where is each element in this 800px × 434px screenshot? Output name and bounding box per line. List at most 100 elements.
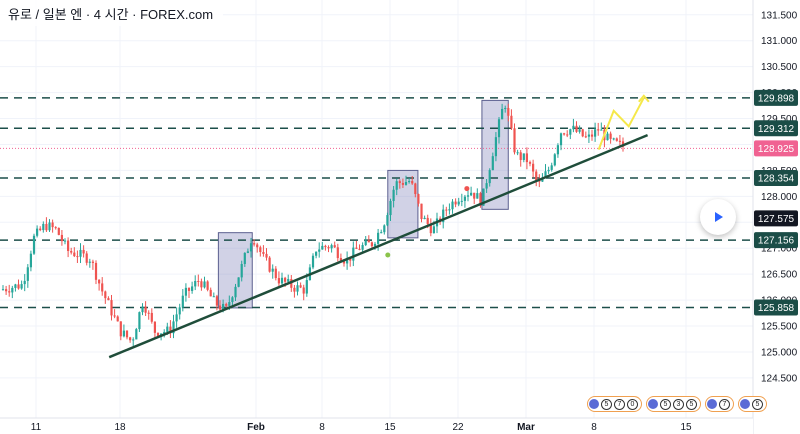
event-badge[interactable]: 5 [738,396,767,412]
candle-body [373,243,377,247]
time-tick-label: 22 [452,422,464,433]
time-axis[interactable]: 11 18 Feb 8 15 22 Mar 8 15 [0,417,753,434]
candle-body [91,261,95,263]
candle-body [20,284,23,289]
candle-body [39,228,42,231]
candle-body [70,250,73,253]
level-price-label-bg [754,120,798,137]
candle-body [532,163,535,172]
candle-body [584,136,587,138]
trendline[interactable] [108,133,649,359]
candle-body [57,227,60,235]
candle-body [411,181,414,184]
time-tick-label: 18 [114,422,126,433]
candle-body [590,134,594,137]
candle-body [218,305,222,310]
event-badge[interactable]: 5 7 0 [587,396,642,412]
candle-body [553,154,556,166]
candle-body [138,312,141,330]
candle-body [355,247,358,249]
level-price-label: 127.156 [758,236,795,247]
candle-body [249,243,253,252]
candle-body [256,244,259,248]
candle-body [17,284,20,289]
level-price-label: 125.858 [758,303,795,314]
candle-body [212,296,215,298]
candle-body [271,268,274,272]
candle-body [268,257,271,272]
symbol-header[interactable]: 유로 / 일본 엔 · 4 시간 · FOREX.com [0,0,224,26]
candle-body [147,312,150,314]
candle-body [209,289,212,297]
time-axis-bg [0,418,753,434]
candle-body [48,222,51,231]
candle-body [454,201,457,205]
candle-body [315,251,318,256]
candle-body [321,245,324,250]
candle-body [11,287,14,293]
candle-body [615,138,618,141]
candle-body [429,224,432,234]
candle-body [29,253,33,268]
candle-body [358,248,361,250]
candle-body [132,339,135,341]
candle-body [107,298,110,301]
candle-body [299,285,302,288]
play-button[interactable] [700,199,736,235]
candle-body [479,193,482,206]
candle-body [82,249,85,254]
candle-body [525,153,529,163]
time-tick-label: 15 [384,422,396,433]
candle-body [104,291,107,299]
candle-body [336,247,339,259]
candle-body [597,129,600,131]
price-axis[interactable]: 131.500131.000130.500130.000129.500129.0… [752,0,800,434]
event-badge[interactable]: 5 3 5 [646,396,701,412]
candle-body [144,306,147,313]
candle-body [240,263,243,278]
candle-body [296,285,299,292]
candle-body [587,134,591,137]
candle-body [414,183,417,195]
candle-body [339,258,343,262]
candle-body [98,279,101,284]
flag-icon [648,399,658,409]
time-tick-label: 8 [591,422,597,433]
candle-body [302,287,305,294]
candle-body [377,232,380,244]
candle-body [324,245,327,248]
candle-body [606,133,609,141]
current-price-label-bg [754,140,798,157]
candle-body [287,279,290,282]
candle-body [426,217,429,225]
candle-body [528,162,532,164]
candle-body [408,181,411,183]
candle-body [5,289,8,292]
candle-body [125,330,129,338]
event-badge[interactable]: 7 [705,396,734,412]
candle-body [346,258,349,264]
event-badges[interactable]: 5 7 0 5 3 5 7 5 [587,396,767,412]
candle-body [200,281,203,288]
candle-body [575,125,578,132]
trendline-segment[interactable] [108,133,649,359]
candle-body [507,107,510,116]
candle-body [401,183,405,185]
candle-body [404,181,408,185]
crosshair-price-label: 127.575 [758,214,795,225]
candle-body [246,251,250,253]
projection-line[interactable] [597,97,645,151]
candle-body [163,331,166,334]
candle-body [290,279,293,288]
candle-body [36,228,39,236]
candle-body [231,297,234,303]
candle-body [466,195,470,197]
projection-path[interactable] [597,94,650,151]
candle-body [420,203,423,220]
candle-body [222,303,225,310]
time-tick-label: 8 [319,422,325,433]
candle-body [42,223,45,231]
candle-body [318,249,321,252]
price-tick-label: 125.000 [761,347,798,358]
